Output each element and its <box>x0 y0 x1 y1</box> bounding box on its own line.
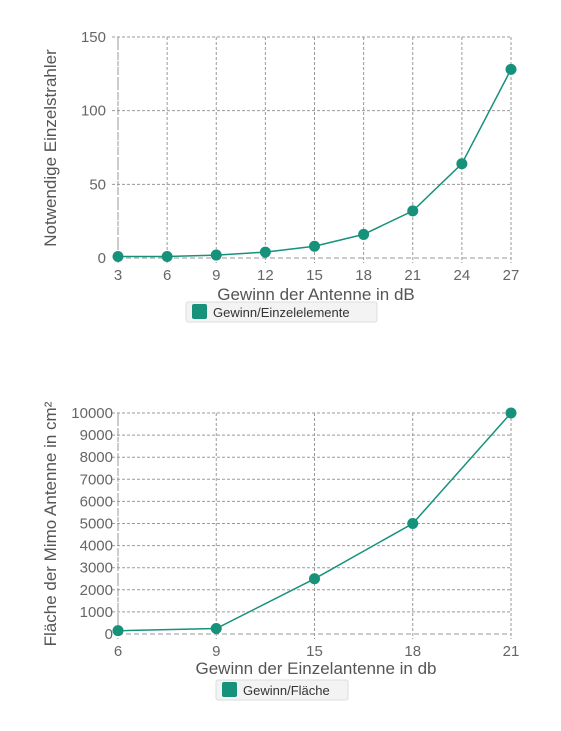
chart-1-grid <box>112 36 512 263</box>
y-tick-label: 5000 <box>80 516 113 533</box>
chart-2-legend[interactable]: Gewinn/Fläche <box>215 679 349 701</box>
y-tick-label: 9000 <box>80 427 113 444</box>
y-tick-label: 100 <box>81 103 106 120</box>
chart-1-x-tick-labels: 3 6 9 12 15 18 21 24 27 <box>114 267 520 284</box>
data-point[interactable] <box>112 251 124 263</box>
y-tick-label: 3000 <box>80 560 113 577</box>
y-tick-label: 0 <box>98 250 106 267</box>
x-tick-label: 15 <box>306 267 323 284</box>
data-point[interactable] <box>259 246 271 258</box>
chart-2-grid <box>112 412 512 639</box>
data-point[interactable] <box>407 205 419 217</box>
chart-2-legend-label: Gewinn/Fläche <box>243 683 330 698</box>
chart-2-series <box>112 407 517 637</box>
data-point[interactable] <box>112 625 124 637</box>
y-tick-label: 1000 <box>80 604 113 621</box>
chart-1-legend-box <box>185 301 378 323</box>
x-tick-label: 18 <box>355 267 372 284</box>
x-tick-label: 3 <box>114 267 122 284</box>
y-tick-label: 10000 <box>71 405 113 422</box>
y-tick-label: 2000 <box>80 582 113 599</box>
x-tick-label: 27 <box>503 267 520 284</box>
y-tick-label: 8000 <box>80 449 113 466</box>
data-point[interactable] <box>505 63 517 75</box>
y-tick-label: 50 <box>89 176 106 193</box>
y-tick-label: 4000 <box>80 538 113 555</box>
data-point[interactable] <box>407 518 419 529</box>
data-point[interactable] <box>161 251 173 263</box>
data-point[interactable] <box>210 249 222 261</box>
chart-1-y-tick-labels: 0 50 100 150 <box>81 29 106 267</box>
data-point[interactable] <box>456 158 468 170</box>
x-tick-label: 24 <box>454 267 471 284</box>
data-point[interactable] <box>505 407 517 419</box>
chart-2-legend-swatch <box>222 682 237 697</box>
chart-2-x-tick-labels: 6 9 15 18 21 <box>114 643 520 660</box>
y-tick-label: 7000 <box>80 471 113 488</box>
chart-2-x-axis-title: Gewinn der Einzelantenne in db <box>196 659 437 678</box>
chart-1-series <box>112 63 517 263</box>
chart-2: 0 1000 2000 3000 4000 5000 6000 7000 8000 9000 100… <box>41 401 520 701</box>
y-tick-label: 150 <box>81 29 106 46</box>
chart-1-legend-swatch <box>192 304 207 319</box>
x-tick-label: 6 <box>163 267 171 284</box>
chart-1-y-axis-title: Notwendige Einzelstrahler <box>41 49 60 247</box>
y-tick-label: 0 <box>105 626 113 643</box>
chart-1-legend-label: Gewinn/Einzelelemente <box>213 305 350 320</box>
y-tick-label: 6000 <box>80 493 113 510</box>
chart-1-legend[interactable]: Gewinn/Einzelelemente <box>185 301 378 323</box>
x-tick-label: 18 <box>404 643 421 660</box>
x-tick-label: 21 <box>503 643 520 660</box>
x-tick-label: 21 <box>404 267 421 284</box>
data-point[interactable] <box>358 228 370 240</box>
x-tick-label: 6 <box>114 643 122 660</box>
x-tick-label: 15 <box>306 643 323 660</box>
x-tick-label: 9 <box>212 267 220 284</box>
chart-1: 0 50 100 150 3 6 9 12 15 18 21 24 27 Notwendige Ein… <box>41 29 520 323</box>
chart-2-y-tick-labels: 0 1000 2000 3000 4000 5000 6000 7000 8000 9000 100… <box>71 405 113 643</box>
chart-2-y-axis-title: Fläche der Mimo Antenne in cm² <box>41 401 60 646</box>
x-tick-label: 9 <box>212 643 220 660</box>
chart-1-x-axis-title: Gewinn der Antenne in dB <box>217 285 415 304</box>
x-tick-label: 12 <box>257 267 274 284</box>
chart-2-legend-box <box>215 679 349 701</box>
data-point[interactable] <box>309 573 320 585</box>
data-point[interactable] <box>309 240 320 252</box>
data-point[interactable] <box>210 622 222 634</box>
